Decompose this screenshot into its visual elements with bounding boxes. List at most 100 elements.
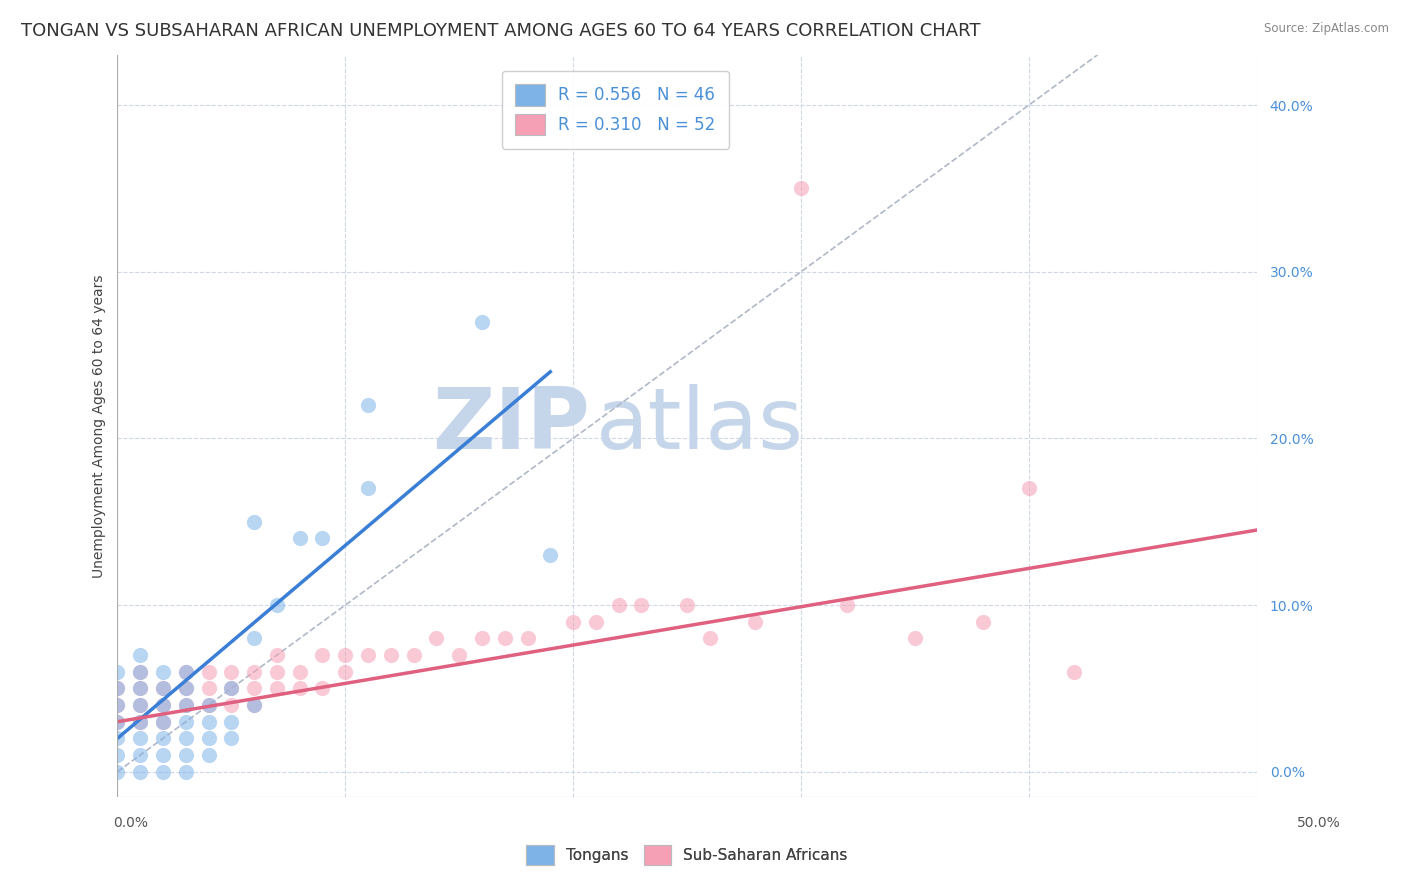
Point (607, 598, 630, 612)
Point (174, 665, 197, 679)
Point (288, 681, 311, 696)
Point (221, 714, 243, 729)
Point (152, 714, 174, 729)
Point (174, 681, 197, 696)
Point (107, 747, 129, 762)
Point (197, 747, 219, 762)
Point (266, 648, 288, 662)
Point (744, 615, 766, 629)
Point (538, 548, 561, 562)
Point (129, 731, 152, 746)
Point (152, 764, 174, 779)
Point (152, 698, 174, 712)
Point (174, 731, 197, 746)
Point (471, 315, 494, 329)
Point (266, 598, 288, 612)
Point (288, 532, 311, 546)
Point (357, 398, 380, 412)
Point (107, 681, 129, 696)
Point (107, 665, 129, 679)
Point (129, 681, 152, 696)
Point (266, 681, 288, 696)
Point (174, 698, 197, 712)
Point (357, 482, 380, 496)
Point (197, 698, 219, 712)
Point (585, 615, 607, 629)
Point (107, 681, 129, 696)
Point (107, 764, 129, 779)
Point (129, 698, 152, 712)
Point (129, 747, 152, 762)
Point (243, 665, 266, 679)
Point (288, 665, 311, 679)
Text: Source: ZipAtlas.com: Source: ZipAtlas.com (1264, 22, 1389, 36)
Point (129, 665, 152, 679)
Point (174, 681, 197, 696)
Point (221, 731, 243, 746)
Point (699, 632, 721, 646)
Point (790, 181, 813, 195)
Point (1063, 665, 1085, 679)
Point (243, 515, 266, 529)
Point (152, 665, 174, 679)
Text: 0.0%: 0.0% (114, 816, 148, 830)
Point (152, 731, 174, 746)
Point (449, 648, 471, 662)
Point (516, 632, 538, 646)
Legend: Tongans, Sub-Saharan Africans: Tongans, Sub-Saharan Africans (520, 838, 853, 871)
Point (129, 665, 152, 679)
Point (243, 632, 266, 646)
Point (221, 681, 243, 696)
Point (174, 665, 197, 679)
Point (471, 632, 494, 646)
Point (197, 714, 219, 729)
Point (835, 598, 858, 612)
Point (152, 681, 174, 696)
Point (129, 764, 152, 779)
Point (174, 698, 197, 712)
Point (107, 731, 129, 746)
Point (107, 714, 129, 729)
Point (129, 681, 152, 696)
Point (562, 615, 585, 629)
Point (243, 698, 266, 712)
Point (904, 632, 927, 646)
Point (197, 681, 219, 696)
Point (197, 698, 219, 712)
Point (630, 598, 652, 612)
Text: 50.0%: 50.0% (1296, 816, 1341, 830)
Point (266, 665, 288, 679)
Point (174, 764, 197, 779)
Point (221, 665, 243, 679)
Point (129, 648, 152, 662)
Point (152, 714, 174, 729)
Point (174, 747, 197, 762)
Point (107, 698, 129, 712)
Text: ZIP: ZIP (433, 384, 591, 467)
Point (129, 714, 152, 729)
Point (129, 714, 152, 729)
Point (494, 632, 516, 646)
Point (335, 648, 357, 662)
Point (243, 698, 266, 712)
Point (221, 681, 243, 696)
Text: TONGAN VS SUBSAHARAN AFRICAN UNEMPLOYMENT AMONG AGES 60 TO 64 YEARS CORRELATION : TONGAN VS SUBSAHARAN AFRICAN UNEMPLOYMEN… (21, 22, 980, 40)
Point (174, 714, 197, 729)
Point (425, 632, 447, 646)
Point (311, 681, 333, 696)
Point (357, 648, 380, 662)
Point (676, 598, 699, 612)
Point (221, 698, 243, 712)
Point (402, 648, 425, 662)
Point (197, 731, 219, 746)
Point (152, 681, 174, 696)
Text: atlas: atlas (596, 384, 804, 467)
Point (972, 615, 994, 629)
Point (129, 698, 152, 712)
Point (197, 665, 219, 679)
Point (107, 714, 129, 729)
Point (107, 698, 129, 712)
Y-axis label: Unemployment Among Ages 60 to 64 years: Unemployment Among Ages 60 to 64 years (93, 274, 107, 578)
Point (1018, 482, 1040, 496)
Point (243, 681, 266, 696)
